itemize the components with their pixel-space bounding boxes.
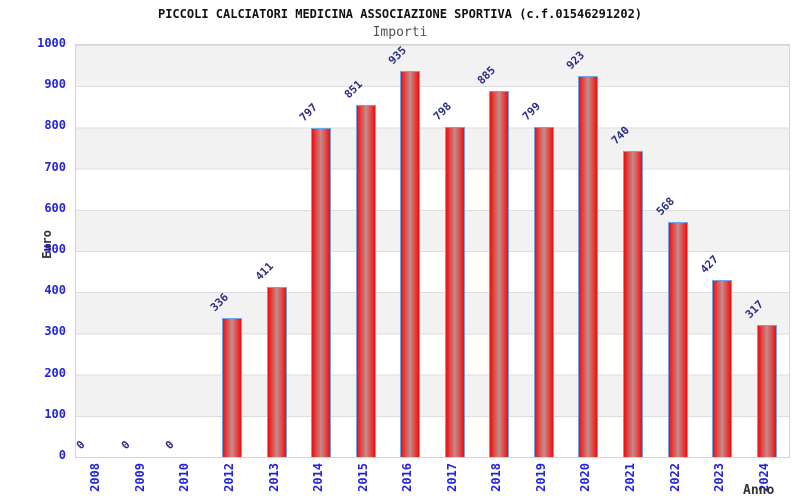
x-tick-label: 2018 [489,463,504,492]
bar [355,105,376,457]
y-tick-label: 700 [44,159,66,174]
x-tick-label: 2021 [623,463,638,492]
x-tick-label: 2009 [132,463,147,492]
y-tick-label: 800 [44,118,66,133]
y-tick-label: 500 [44,242,66,256]
bar-value-label: 0 [163,438,178,452]
bar-value-label: 336 [207,290,232,314]
y-tick-label: 900 [44,77,66,92]
x-tick-label: 2017 [444,463,459,492]
bar [311,128,332,457]
bar-value-label: 568 [653,194,677,218]
y-tick-label: 1000 [37,36,66,50]
x-tick-label: 2015 [355,463,370,492]
bar [623,151,644,457]
bar [221,318,242,457]
bar [578,76,599,457]
bar [756,325,777,457]
y-tick-label: 0 [58,448,66,462]
bar-value-label: 851 [341,77,365,101]
bar-value-label: 411 [252,259,276,283]
chart-title: PICCOLI CALCIATORI MEDICINA ASSOCIAZIONE… [157,7,643,21]
x-tick-label: 2019 [533,463,548,492]
bar-value-label: 799 [519,99,543,123]
bar-value-label: 797 [296,100,321,124]
x-tick-label: 2008 [88,463,103,492]
bar [400,71,421,457]
bar [266,287,287,457]
bar-value-label: 923 [564,48,588,72]
bar-value-label: 798 [430,99,454,123]
bar [712,280,733,457]
x-tick-label: 2012 [221,463,236,492]
bar-value-label: 0 [118,438,133,452]
x-tick-label: 2023 [712,463,727,492]
y-tick-label: 400 [44,283,66,298]
x-tick-label: 2010 [177,463,192,492]
y-tick-label: 600 [44,200,66,215]
bar [444,127,465,457]
x-axis-title: Anno [743,483,775,498]
bar [667,222,688,457]
x-tick-label: 2016 [400,463,415,492]
y-tick-label: 200 [44,365,66,380]
y-tick-label: 300 [44,324,66,339]
x-tick-label: 2014 [311,463,326,492]
bar-value-label: 0 [74,438,88,452]
bar-value-label: 935 [386,43,410,67]
bar [489,91,510,457]
x-tick-label: 2020 [578,463,593,492]
x-tick-label: 2022 [667,463,682,492]
x-tick-label: 2013 [266,463,281,492]
bar-value-label: 427 [697,252,722,276]
plot-area: 0 0 0 336 411 797 851 935 798 885 799 923 740 568 427 3… [74,43,790,458]
y-tick-label: 100 [44,406,66,421]
chart-subtitle: Importi [372,25,428,40]
bar-value-label: 317 [742,297,766,321]
bar [533,127,554,457]
bar-value-label: 740 [608,123,633,147]
bar-value-label: 885 [475,63,499,87]
